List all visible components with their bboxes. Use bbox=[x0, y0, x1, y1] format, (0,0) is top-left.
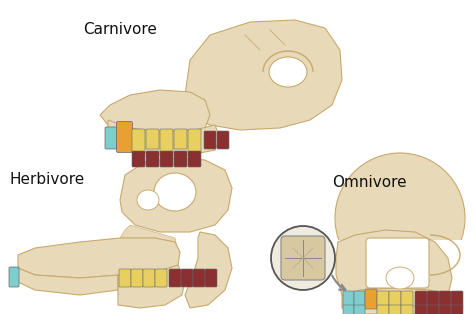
Polygon shape bbox=[18, 268, 118, 295]
FancyBboxPatch shape bbox=[160, 151, 173, 167]
FancyBboxPatch shape bbox=[451, 305, 463, 314]
FancyBboxPatch shape bbox=[427, 291, 439, 307]
FancyBboxPatch shape bbox=[366, 238, 429, 288]
FancyBboxPatch shape bbox=[389, 305, 401, 314]
Polygon shape bbox=[120, 158, 232, 232]
FancyBboxPatch shape bbox=[105, 127, 117, 149]
FancyBboxPatch shape bbox=[174, 151, 187, 167]
FancyBboxPatch shape bbox=[119, 269, 131, 287]
Text: Omnivore: Omnivore bbox=[332, 175, 407, 190]
Polygon shape bbox=[120, 225, 178, 252]
FancyBboxPatch shape bbox=[188, 151, 201, 167]
FancyBboxPatch shape bbox=[427, 305, 439, 314]
FancyBboxPatch shape bbox=[354, 305, 365, 314]
FancyBboxPatch shape bbox=[160, 129, 173, 153]
FancyBboxPatch shape bbox=[343, 291, 354, 307]
Text: Carnivore: Carnivore bbox=[83, 22, 157, 37]
FancyBboxPatch shape bbox=[132, 151, 145, 167]
Polygon shape bbox=[18, 238, 180, 278]
FancyBboxPatch shape bbox=[132, 129, 145, 153]
FancyBboxPatch shape bbox=[155, 269, 167, 287]
Polygon shape bbox=[118, 265, 185, 308]
FancyBboxPatch shape bbox=[146, 129, 159, 149]
Polygon shape bbox=[336, 230, 452, 314]
FancyBboxPatch shape bbox=[415, 291, 427, 307]
FancyBboxPatch shape bbox=[389, 291, 401, 307]
Ellipse shape bbox=[335, 153, 465, 283]
FancyBboxPatch shape bbox=[217, 131, 229, 149]
FancyBboxPatch shape bbox=[9, 267, 19, 287]
FancyBboxPatch shape bbox=[451, 291, 463, 307]
FancyBboxPatch shape bbox=[377, 291, 389, 307]
Polygon shape bbox=[185, 20, 342, 130]
FancyBboxPatch shape bbox=[415, 305, 427, 314]
Ellipse shape bbox=[269, 57, 307, 87]
Ellipse shape bbox=[154, 173, 196, 211]
FancyBboxPatch shape bbox=[169, 269, 181, 287]
FancyBboxPatch shape bbox=[188, 129, 201, 153]
FancyBboxPatch shape bbox=[401, 291, 413, 307]
Ellipse shape bbox=[137, 190, 159, 210]
FancyBboxPatch shape bbox=[335, 240, 465, 314]
Polygon shape bbox=[342, 288, 452, 314]
FancyBboxPatch shape bbox=[117, 122, 133, 153]
FancyBboxPatch shape bbox=[281, 236, 325, 280]
FancyBboxPatch shape bbox=[181, 269, 193, 287]
Text: Herbivore: Herbivore bbox=[10, 172, 85, 187]
FancyBboxPatch shape bbox=[205, 269, 217, 287]
FancyBboxPatch shape bbox=[174, 129, 187, 149]
FancyBboxPatch shape bbox=[439, 305, 451, 314]
FancyBboxPatch shape bbox=[354, 291, 365, 307]
Circle shape bbox=[271, 226, 335, 290]
FancyBboxPatch shape bbox=[365, 289, 377, 309]
Polygon shape bbox=[108, 120, 220, 155]
FancyBboxPatch shape bbox=[143, 269, 155, 287]
FancyBboxPatch shape bbox=[377, 305, 389, 314]
Polygon shape bbox=[185, 232, 232, 308]
FancyBboxPatch shape bbox=[439, 291, 451, 307]
FancyBboxPatch shape bbox=[193, 269, 205, 287]
Polygon shape bbox=[100, 90, 210, 138]
Ellipse shape bbox=[386, 267, 414, 289]
FancyBboxPatch shape bbox=[131, 269, 143, 287]
FancyBboxPatch shape bbox=[401, 305, 413, 314]
FancyBboxPatch shape bbox=[146, 151, 159, 167]
FancyBboxPatch shape bbox=[343, 305, 354, 314]
FancyBboxPatch shape bbox=[204, 131, 216, 149]
